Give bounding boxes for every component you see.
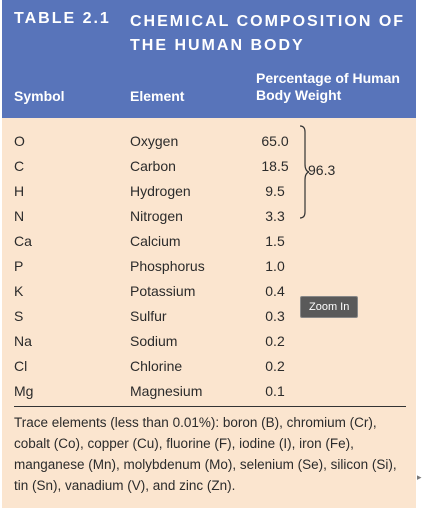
symbol-cell: S bbox=[14, 308, 24, 324]
element-cell: Magnesium bbox=[130, 383, 203, 399]
element-cell: Phosphorus bbox=[130, 258, 205, 274]
percentage-cell: 9.5 bbox=[265, 183, 285, 199]
table-row: C Carbon 18.5 bbox=[2, 156, 416, 181]
symbol-cell: Cl bbox=[14, 358, 28, 374]
element-cell: Potassium bbox=[130, 283, 196, 299]
percentage-cell: 18.5 bbox=[261, 158, 289, 174]
percentage-cell: 0.2 bbox=[265, 333, 285, 349]
percentage-cell: 65.0 bbox=[261, 133, 289, 149]
trace-elements-note: Trace elements (less than 0.01%): boron … bbox=[14, 415, 397, 493]
table-row: H Hydrogen 9.5 bbox=[2, 181, 416, 206]
column-header-symbol: Symbol bbox=[14, 88, 65, 104]
composition-table: TABLE 2.1 CHEMICAL COMPOSITION OF THE HU… bbox=[2, 0, 416, 508]
table-row: Na Sodium 0.2 bbox=[2, 331, 416, 356]
table-row: Cl Chlorine 0.2 bbox=[2, 356, 416, 381]
column-header-element: Element bbox=[130, 88, 185, 104]
table-row: O Oxygen 65.0 bbox=[2, 131, 416, 156]
zoom-in-button[interactable]: Zoom In bbox=[300, 296, 359, 318]
symbol-cell: O bbox=[14, 133, 25, 149]
element-cell: Sulfur bbox=[130, 308, 167, 324]
element-cell: Hydrogen bbox=[130, 183, 191, 199]
table-row: Mg Magnesium 0.1 bbox=[2, 381, 416, 406]
symbol-cell: K bbox=[14, 283, 24, 299]
table-row: Ca Calcium 1.5 bbox=[2, 231, 416, 256]
percentage-cell: 1.5 bbox=[265, 233, 285, 249]
element-cell: Sodium bbox=[130, 333, 178, 349]
resize-handle-icon[interactable]: ▸ bbox=[417, 472, 422, 482]
curly-brace-icon bbox=[299, 125, 310, 219]
percentage-cell: 0.4 bbox=[265, 283, 285, 299]
element-cell: Calcium bbox=[130, 233, 181, 249]
percentage-cell: 1.0 bbox=[265, 258, 285, 274]
symbol-cell: Mg bbox=[14, 383, 34, 399]
brace-total: 96.3 bbox=[308, 162, 336, 178]
table-row: N Nitrogen 3.3 bbox=[2, 206, 416, 231]
element-cell: Nitrogen bbox=[130, 208, 183, 224]
table-row: P Phosphorus 1.0 bbox=[2, 256, 416, 281]
percentage-cell: 0.2 bbox=[265, 358, 285, 374]
element-cell: Chlorine bbox=[130, 358, 183, 374]
percentage-cell: 3.3 bbox=[265, 208, 285, 224]
symbol-cell: H bbox=[14, 183, 25, 199]
symbol-cell: C bbox=[14, 158, 25, 174]
table-number: TABLE 2.1 bbox=[14, 10, 111, 27]
table-row: K Potassium 0.4 bbox=[2, 281, 416, 306]
element-cell: Carbon bbox=[130, 158, 176, 174]
symbol-cell: Na bbox=[14, 333, 32, 349]
divider bbox=[14, 406, 406, 407]
percentage-cell: 0.1 bbox=[265, 383, 285, 399]
symbol-cell: P bbox=[14, 258, 24, 274]
symbol-cell: N bbox=[14, 208, 25, 224]
percentage-cell: 0.3 bbox=[265, 308, 285, 324]
element-cell: Oxygen bbox=[130, 133, 179, 149]
column-header-percentage: Percentage of Human Body Weight bbox=[256, 70, 400, 103]
table-title: CHEMICAL COMPOSITION OF THE HUMAN BODY bbox=[130, 13, 406, 54]
table-row: S Sulfur 0.3 bbox=[2, 306, 416, 331]
symbol-cell: Ca bbox=[14, 233, 32, 249]
table-header: TABLE 2.1 CHEMICAL COMPOSITION OF THE HU… bbox=[2, 0, 416, 118]
